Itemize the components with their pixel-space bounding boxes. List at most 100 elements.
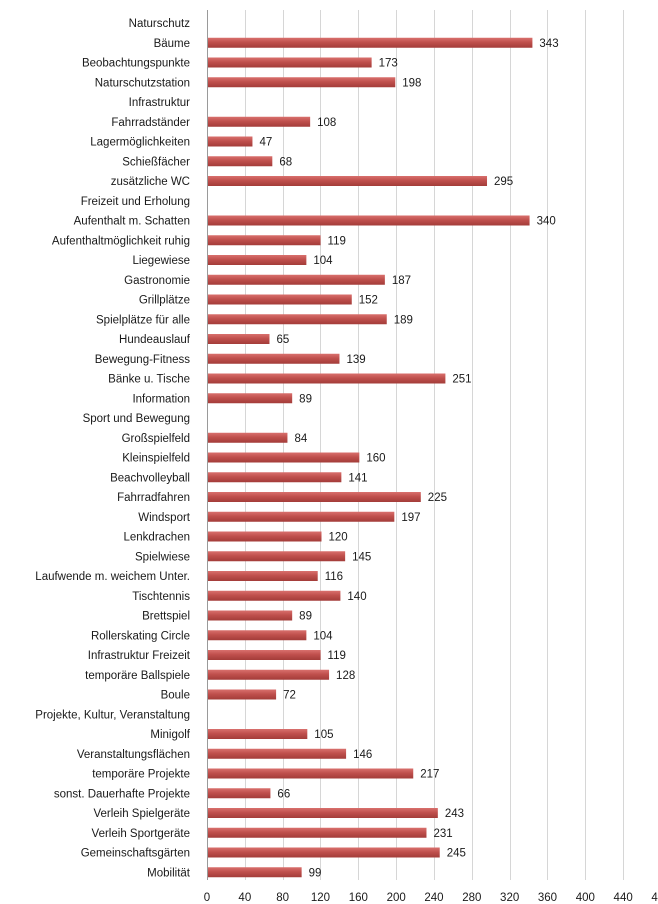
category-label: Rollerskating Circle	[91, 630, 190, 642]
x-tick-label: 240	[424, 892, 443, 904]
value-label: 245	[447, 848, 466, 860]
category-label: Großspielfeld	[122, 433, 190, 445]
x-tick-label: 320	[500, 892, 519, 904]
value-label: 120	[328, 532, 347, 544]
x-tick-label: 40	[238, 892, 251, 904]
value-label: 99	[309, 867, 322, 879]
bars	[208, 37, 533, 878]
gridlines	[245, 10, 624, 880]
category-label: Grillplätze	[139, 295, 190, 307]
value-label: 160	[366, 453, 385, 465]
bar	[208, 867, 302, 878]
bar	[208, 353, 340, 364]
category-label: Bänke u. Tische	[108, 374, 190, 386]
bar	[208, 432, 288, 443]
x-tick-label: 280	[462, 892, 481, 904]
value-labels: 343 173 198 108 47 68 295 340 119 104 187 152 189 65 1…	[259, 38, 558, 880]
x-tick-label: 200	[387, 892, 406, 904]
value-label: 295	[494, 176, 513, 188]
category-label: Information	[132, 393, 190, 405]
value-label: 197	[401, 512, 420, 524]
value-label: 251	[452, 374, 471, 386]
value-label: 141	[348, 472, 367, 484]
bar	[208, 650, 321, 660]
category-label: Gastronomie	[124, 275, 190, 287]
category-label: Schießfächer	[122, 156, 190, 168]
category-label: Windsport	[138, 512, 191, 524]
value-label: 187	[392, 275, 411, 287]
value-label: 105	[314, 729, 333, 741]
bar	[208, 590, 341, 601]
bar	[208, 808, 438, 818]
bar	[208, 294, 352, 305]
value-label: 152	[359, 295, 378, 307]
value-label: 243	[445, 808, 464, 820]
bar	[208, 551, 346, 562]
x-tick-labels: 0 40 80 120 160 200 240 280 320 360 400 440 480	[204, 892, 658, 904]
category-label: Beachvolleyball	[110, 472, 190, 484]
category-label: Naturschutzstation	[95, 77, 190, 89]
value-label: 189	[394, 314, 413, 326]
category-label: Brettspiel	[142, 611, 190, 623]
bar	[208, 531, 322, 542]
category-label: Lagermöglichkeiten	[90, 137, 190, 149]
value-label: 47	[259, 137, 272, 149]
bar	[208, 492, 421, 502]
category-label: Spielplätze für alle	[96, 314, 190, 326]
x-tick-label: 120	[311, 892, 330, 904]
category-label: Naturschutz	[129, 18, 191, 30]
category-label: Hundeauslauf	[119, 334, 191, 346]
category-label: Gemeinschaftsgärten	[81, 848, 190, 860]
bar	[208, 373, 446, 384]
category-label: zusätzliche WC	[111, 176, 190, 188]
value-label: 68	[279, 156, 292, 168]
category-label: Aufenthalt m. Schatten	[74, 216, 190, 228]
value-label: 217	[420, 769, 439, 781]
x-tick-label: 480	[651, 892, 658, 904]
bar	[208, 37, 533, 48]
bar	[208, 472, 342, 483]
category-label: Infrastruktur	[129, 97, 191, 109]
category-label: Minigolf	[150, 729, 190, 741]
bar	[208, 274, 385, 285]
category-label: Freizeit und Erholung	[81, 196, 190, 208]
value-label: 84	[294, 433, 307, 445]
value-label: 231	[433, 828, 452, 840]
bar	[208, 511, 395, 522]
bar	[208, 729, 308, 739]
value-label: 108	[317, 117, 336, 129]
value-label: 89	[299, 611, 312, 623]
value-label: 89	[299, 393, 312, 405]
bar	[208, 768, 414, 779]
bar	[208, 689, 277, 700]
bar	[208, 116, 311, 127]
category-label: temporäre Projekte	[92, 769, 190, 781]
value-label: 145	[352, 551, 371, 563]
x-tick-label: 160	[349, 892, 368, 904]
bar	[208, 827, 427, 838]
value-label: 72	[283, 690, 296, 702]
x-tick-label: 400	[576, 892, 595, 904]
category-label: Mobilität	[147, 867, 191, 879]
value-label: 128	[336, 670, 355, 682]
category-label: Infrastruktur Freizeit	[88, 650, 191, 662]
category-label: Sport und Bewegung	[83, 413, 190, 425]
value-label: 119	[328, 235, 346, 247]
category-label: Veranstaltungsflächen	[77, 749, 190, 761]
category-label: Spielwiese	[135, 551, 190, 563]
category-label: Boule	[161, 690, 190, 702]
value-label: 104	[313, 255, 333, 267]
category-label: Fahrradfahren	[117, 492, 190, 504]
value-label: 65	[276, 334, 289, 346]
category-label: Lenkdrachen	[124, 532, 191, 544]
category-label: Bäume	[154, 38, 190, 50]
value-label: 225	[428, 492, 447, 504]
bar	[208, 176, 488, 186]
category-label: Laufwende m. weichem Unter.	[35, 571, 190, 583]
value-label: 146	[353, 749, 372, 761]
bar	[208, 669, 330, 680]
category-label: sonst. Dauerhafte Projekte	[54, 788, 190, 800]
x-tick-label: 440	[614, 892, 633, 904]
category-label: Beobachtungspunkte	[82, 58, 190, 70]
value-label: 139	[346, 354, 365, 366]
